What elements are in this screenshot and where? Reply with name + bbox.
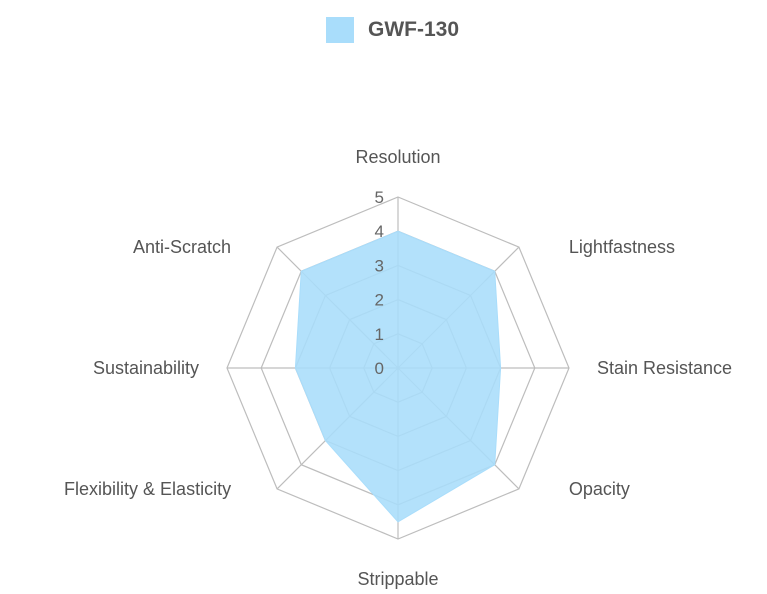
- tick-label-5: 5: [375, 188, 384, 207]
- tick-label-4: 4: [375, 222, 384, 241]
- tick-label-1: 1: [375, 325, 384, 344]
- tick-label-3: 3: [375, 256, 384, 275]
- legend[interactable]: GWF-130: [326, 16, 459, 44]
- axis-label-7: Sustainability: [93, 358, 199, 378]
- axis-label-5: Strippable: [357, 569, 438, 589]
- axis-label-2: Lightfastness: [569, 237, 675, 257]
- axis-label-6: Flexibility & Elasticity: [64, 479, 231, 499]
- series-area-1: [294, 230, 502, 523]
- legend-swatch: [326, 17, 354, 43]
- axis-label-4: Opacity: [569, 479, 630, 499]
- axis-label-3: Stain Resistance: [597, 358, 732, 378]
- tick-label-0: 0: [375, 359, 384, 378]
- axis-label-1: Resolution: [355, 147, 440, 167]
- legend-label: GWF-130: [368, 18, 460, 41]
- tick-label-2: 2: [375, 291, 384, 310]
- axis-label-8: Anti-Scratch: [133, 237, 231, 257]
